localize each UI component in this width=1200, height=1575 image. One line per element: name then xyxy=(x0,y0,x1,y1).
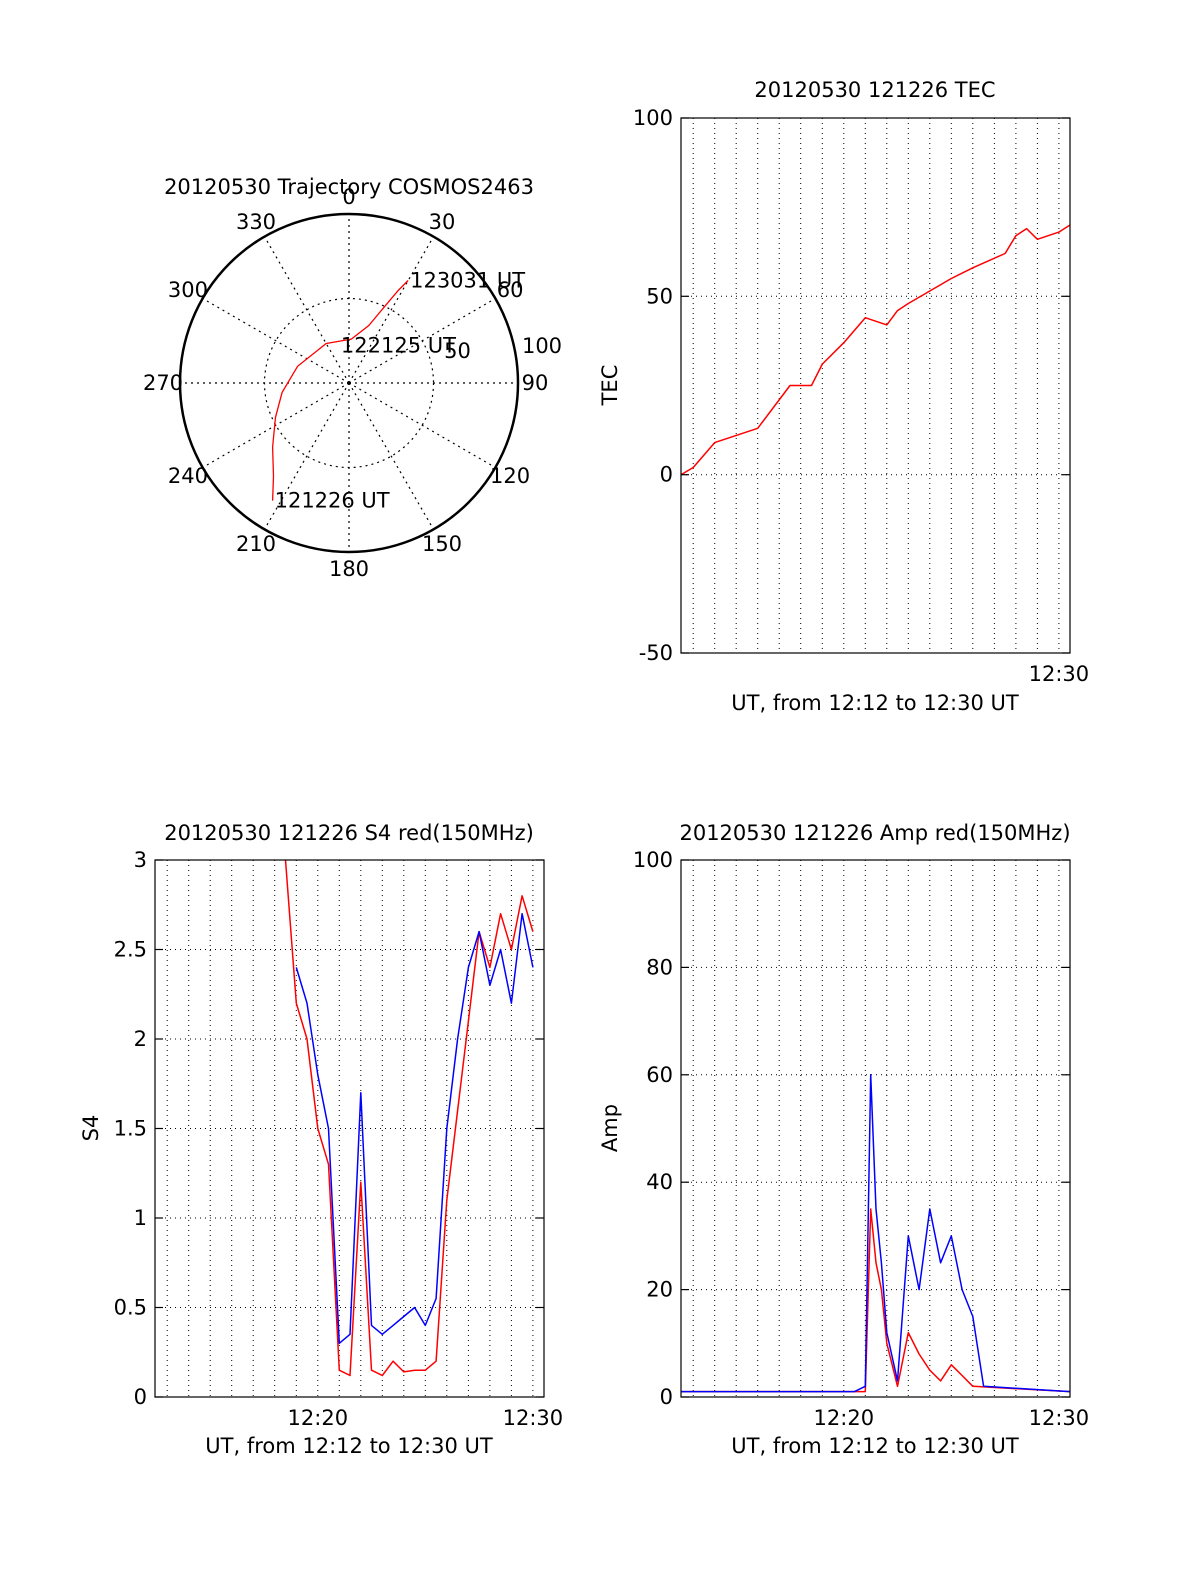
polar-trajectory-line xyxy=(271,280,409,501)
s4-title: 20120530 121226 S4 red(150MHz) xyxy=(164,821,534,845)
polar-azimuth-label: 330 xyxy=(236,210,276,234)
polar-trajectory xyxy=(271,280,409,501)
s4-ylabel: S4 xyxy=(79,1115,103,1142)
polar-annotations: 123031 UT 122125 UT 121226 UT xyxy=(275,269,526,513)
tec-ylabel: TEC xyxy=(598,365,622,407)
s4-series xyxy=(284,860,534,1377)
s4-y-tick-label: 2.5 xyxy=(114,938,147,962)
polar-radial-labels: 50 100 xyxy=(444,334,562,363)
s4-y-tick-label: 0.5 xyxy=(114,1296,147,1320)
s4-series-line-1 xyxy=(295,912,534,1345)
tec-x-ticks: 12:30 xyxy=(1029,662,1090,686)
s4-y-tick-label: 3 xyxy=(134,848,147,872)
amp-x-tick-label: 12:20 xyxy=(814,1406,875,1430)
tec-grid xyxy=(681,118,1070,653)
tec-series-line-0 xyxy=(681,224,1070,476)
amp-frame xyxy=(680,859,1071,1398)
amp-ylabel: Amp xyxy=(598,1104,622,1152)
polar-azimuth-label: 300 xyxy=(168,278,208,302)
amp-x-tick-label: 12:30 xyxy=(1029,1406,1090,1430)
s4-x-tick-label: 12:30 xyxy=(503,1406,564,1430)
amp-series xyxy=(681,1074,1070,1393)
s4-x-tick-label: 12:20 xyxy=(288,1406,349,1430)
tec-plot: 20120530 121226 TEC UT, from 12:12 to 12… xyxy=(598,78,1089,715)
tec-frame xyxy=(680,117,1071,654)
s4-y-tick-label: 0 xyxy=(134,1385,147,1409)
amp-series-line-1 xyxy=(681,1074,1070,1393)
polar-azimuth-label: 240 xyxy=(168,464,208,488)
polar-azimuth-label: 180 xyxy=(329,557,369,581)
polar-azimuth-label: 150 xyxy=(422,532,462,556)
s4-x-ticks: 12:20 12:30 xyxy=(288,1406,564,1430)
polar-azimuth-label: 270 xyxy=(143,371,183,395)
polar-azimuth-label: 0 xyxy=(342,185,355,209)
s4-series-line-0 xyxy=(284,860,534,1377)
amp-y-ticks: 0 20 40 60 80 100 xyxy=(633,848,1070,1409)
polar-grid xyxy=(178,212,520,554)
polar-spoke xyxy=(348,297,496,384)
polar-spoke xyxy=(263,236,350,384)
polar-spoke xyxy=(348,382,496,469)
tec-y-tick-label: 0 xyxy=(660,463,673,487)
tec-series xyxy=(681,224,1070,476)
polar-radial-label: 100 xyxy=(522,334,562,358)
amp-y-tick-label: 60 xyxy=(646,1063,673,1087)
tec-x-tick-label: 12:30 xyxy=(1029,662,1090,686)
trajectory-polar-plot: 20120530 Trajectory COSMOS2463 030609012… xyxy=(143,175,562,581)
amp-series-line-0 xyxy=(681,1208,1070,1393)
tec-xlabel: UT, from 12:12 to 12:30 UT xyxy=(731,691,1019,715)
tec-y-ticks: -50 0 50 100 xyxy=(633,106,1070,665)
polar-azimuth-label: 120 xyxy=(490,464,530,488)
polar-spoke xyxy=(348,382,435,530)
s4-y-tick-label: 2 xyxy=(134,1027,147,1051)
amp-y-tick-label: 0 xyxy=(660,1385,673,1409)
amp-plot: 20120530 121226 Amp red(150MHz) UT, from… xyxy=(598,821,1089,1458)
polar-spoke xyxy=(263,382,350,530)
polar-time-annotation: 123031 UT xyxy=(410,269,525,293)
s4-y-tick-label: 1 xyxy=(134,1206,147,1230)
amp-title: 20120530 121226 Amp red(150MHz) xyxy=(679,821,1070,845)
polar-radial-label: 50 xyxy=(444,339,471,363)
s4-plot: 20120530 121226 S4 red(150MHz) UT, from … xyxy=(79,821,563,1458)
tec-y-tick-label: 100 xyxy=(633,106,673,130)
s4-xlabel: UT, from 12:12 to 12:30 UT xyxy=(205,1434,493,1458)
polar-time-annotation: 121226 UT xyxy=(275,489,390,513)
polar-spoke xyxy=(202,297,350,384)
polar-azimuth-label: 90 xyxy=(522,371,549,395)
polar-azimuth-label: 30 xyxy=(429,210,456,234)
amp-xlabel: UT, from 12:12 to 12:30 UT xyxy=(731,1434,1019,1458)
polar-spoke xyxy=(348,236,435,384)
amp-y-tick-label: 80 xyxy=(646,955,673,979)
s4-y-tick-label: 1.5 xyxy=(114,1117,147,1141)
amp-y-tick-label: 20 xyxy=(646,1278,673,1302)
tec-y-tick-label: 50 xyxy=(646,284,673,308)
amp-y-tick-label: 100 xyxy=(633,848,673,872)
polar-spoke xyxy=(202,382,350,469)
tec-title: 20120530 121226 TEC xyxy=(754,78,995,102)
polar-title: 20120530 Trajectory COSMOS2463 xyxy=(164,175,534,199)
polar-azimuth-label: 210 xyxy=(236,532,276,556)
s4-y-ticks: 0 0.5 1 1.5 2 2.5 3 xyxy=(114,848,544,1409)
polar-azimuth-label: 60 xyxy=(497,278,524,302)
tec-y-tick-label: -50 xyxy=(639,641,673,665)
polar-azimuth-labels: 0 30 60 90 120 150 180 210 240 270 300 330 xyxy=(143,185,548,581)
amp-y-tick-label: 40 xyxy=(646,1170,673,1194)
polar-time-annotation: 122125 UT xyxy=(341,334,456,358)
amp-x-ticks: 12:20 12:30 xyxy=(814,1406,1090,1430)
